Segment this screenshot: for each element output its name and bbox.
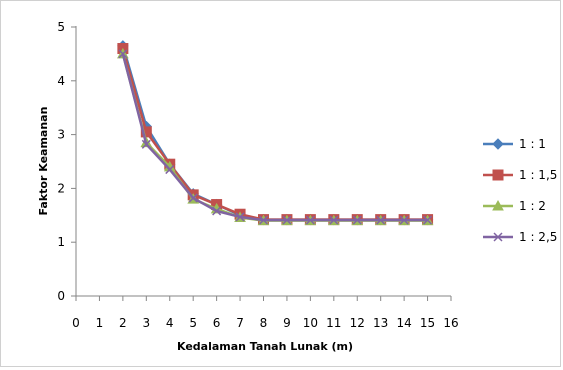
x-tick-label: 15 xyxy=(420,316,435,330)
legend-label: 1 : 2,5 xyxy=(519,230,557,244)
x-tick-label: 14 xyxy=(396,316,411,330)
data-point xyxy=(235,212,245,222)
x-tick-label: 5 xyxy=(189,316,197,330)
data-point xyxy=(305,215,315,225)
legend: 1 : 1 1 : 1,5 1 : 2 1 : 2,5 xyxy=(483,137,557,244)
x-tick-label: 2 xyxy=(119,316,127,330)
x-tick-label: 12 xyxy=(350,316,365,330)
data-point xyxy=(399,215,409,225)
data-point xyxy=(352,215,362,225)
legend-item: 1 : 1 xyxy=(483,137,546,151)
legend-item: 1 : 2,5 xyxy=(483,230,557,244)
y-tick-label: 0 xyxy=(57,289,65,303)
data-point xyxy=(212,206,222,216)
y-tick-label: 4 xyxy=(57,74,65,88)
x-tick-label: 9 xyxy=(283,316,291,330)
x-tick-label: 13 xyxy=(373,316,388,330)
series-line-1 xyxy=(121,45,428,221)
y-tick-label: 2 xyxy=(57,181,65,195)
x-tick-label: 10 xyxy=(303,316,318,330)
x-tick-label: 16 xyxy=(443,316,458,330)
series-line-3 xyxy=(121,53,428,222)
y-tick-label: 5 xyxy=(57,20,65,34)
data-point xyxy=(376,215,386,225)
y-tick-label: 3 xyxy=(57,128,65,142)
x-tick-label: 0 xyxy=(72,316,80,330)
x-tick-label: 3 xyxy=(142,316,150,330)
data-point xyxy=(165,165,175,175)
x-tick-label: 11 xyxy=(326,316,341,330)
data-point xyxy=(282,215,292,225)
data-point xyxy=(329,215,339,225)
x-tick-label: 4 xyxy=(166,316,174,330)
legend-label: 1 : 2 xyxy=(519,199,546,213)
data-point xyxy=(423,215,433,225)
legend-marker xyxy=(492,138,504,150)
data-point xyxy=(188,193,198,203)
x-tick-label: 8 xyxy=(260,316,268,330)
y-tick-label: 1 xyxy=(57,235,65,249)
legend-label: 1 : 1 xyxy=(519,137,546,151)
legend-label: 1 : 1,5 xyxy=(519,168,557,182)
x-tick-label: 1 xyxy=(96,316,104,330)
legend-item: 1 : 1,5 xyxy=(483,168,557,182)
data-point xyxy=(141,139,151,149)
x-tick-label: 7 xyxy=(236,316,244,330)
x-axis-title: Kedalaman Tanah Lunak (m) xyxy=(177,340,353,353)
legend-item: 1 : 2 xyxy=(483,199,546,213)
series-line-4 xyxy=(121,53,428,222)
data-point xyxy=(258,215,269,225)
legend-marker xyxy=(492,169,504,181)
legend-marker xyxy=(493,232,503,242)
y-axis-title: Faktor Keamanan xyxy=(37,107,50,216)
data-point xyxy=(118,49,128,59)
series-line-2 xyxy=(121,48,428,221)
x-tick-label: 6 xyxy=(213,316,221,330)
legend-marker xyxy=(492,199,504,211)
